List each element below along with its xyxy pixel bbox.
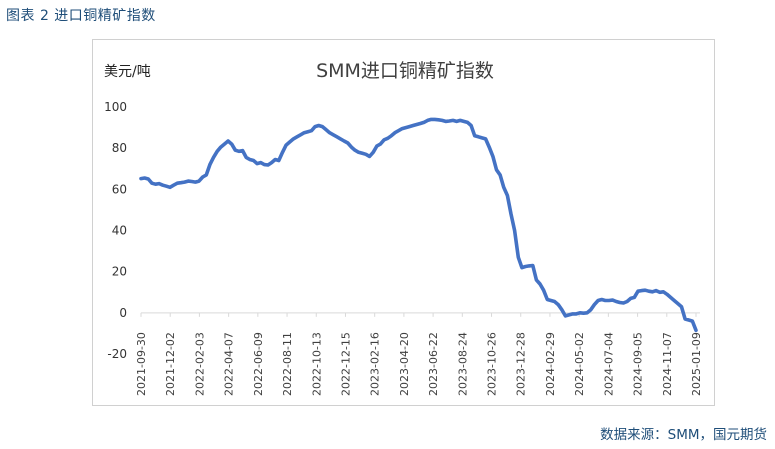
x-tick-label: 2022-04-07 xyxy=(223,332,236,396)
series-line xyxy=(139,117,698,333)
data-source: 数据来源：SMM，国元期货 xyxy=(600,427,767,443)
x-tick-label: 2024-07-04 xyxy=(602,332,615,396)
x-tick-label: 2023-06-22 xyxy=(427,332,440,396)
x-axis-ticks: 2021-09-30 2021-12-02 2022-02-03 2022-04-07… xyxy=(135,312,703,396)
x-tick-label: 2025-01-09 xyxy=(690,332,703,396)
y-tick-label: 60 xyxy=(112,182,127,196)
chart-frame xyxy=(92,39,715,406)
x-tick-label: 2021-12-02 xyxy=(164,332,177,396)
y-tick-label: 20 xyxy=(112,265,127,279)
x-tick-label: 2022-06-09 xyxy=(252,332,265,396)
y-axis-ticks: -20 0 20 40 60 80 100 xyxy=(104,100,127,361)
x-tick-label: 2021-09-30 xyxy=(135,332,148,396)
x-tick-label: 2022-08-11 xyxy=(281,332,294,396)
y-tick-label: 100 xyxy=(104,100,127,114)
y-tick-label: -20 xyxy=(107,347,127,361)
y-tick-label: 0 xyxy=(119,306,127,320)
x-tick-label: 2023-02-16 xyxy=(369,332,382,396)
y-unit-label: 美元/吨 xyxy=(104,64,151,80)
x-tick-label: 2022-02-03 xyxy=(193,332,206,396)
x-tick-label: 2022-10-13 xyxy=(310,332,323,396)
y-tick-label: 40 xyxy=(112,224,127,238)
x-tick-label: 2023-10-26 xyxy=(486,332,499,396)
x-tick-label: 2024-11-07 xyxy=(661,332,674,396)
x-tick-label: 2023-04-20 xyxy=(398,332,411,396)
y-tick-label: 80 xyxy=(112,141,127,155)
x-tick-label: 2024-09-05 xyxy=(632,332,645,396)
x-tick-label: 2024-02-29 xyxy=(544,332,557,396)
x-tick-label: 2023-08-24 xyxy=(456,332,469,396)
figure-caption: 图表 2 进口铜精矿指数 xyxy=(6,8,156,24)
x-tick-label: 2023-12-28 xyxy=(515,332,528,396)
chart-title: SMM进口铜精矿指数 xyxy=(316,60,494,82)
x-tick-label: 2022-12-15 xyxy=(339,332,352,396)
x-tick-label: 2024-05-02 xyxy=(573,332,586,396)
